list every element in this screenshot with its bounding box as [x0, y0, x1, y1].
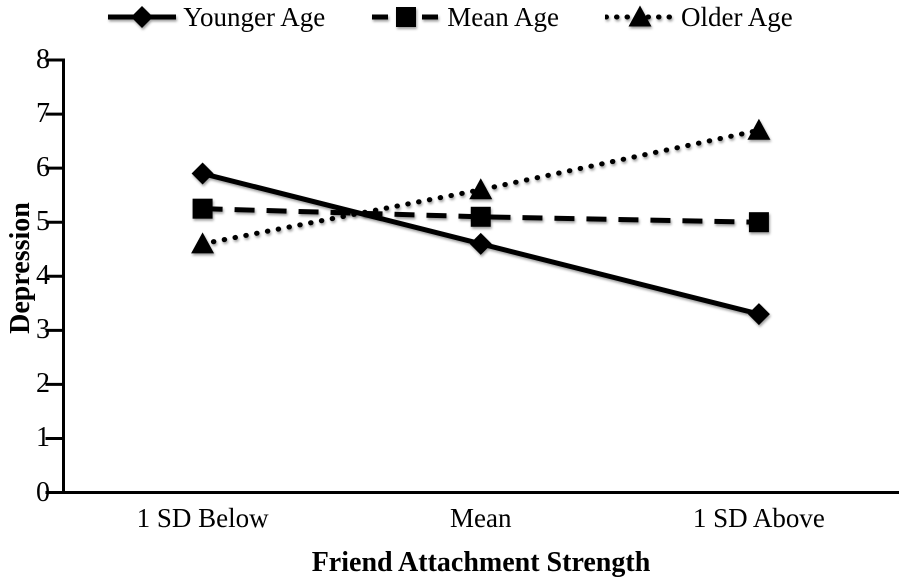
y-tick-label: 2	[36, 368, 50, 400]
marker-square	[192, 198, 213, 219]
series-line	[202, 206, 759, 225]
marker-triangle	[191, 232, 215, 254]
y-tick-label: 1	[36, 422, 50, 454]
y-tick-label: 7	[36, 98, 50, 130]
y-tick-label: 0	[36, 476, 50, 508]
legend-line-sample-younger-age	[108, 6, 177, 28]
marker-diamond	[191, 162, 214, 185]
marker-square	[748, 212, 769, 233]
series-line	[200, 127, 762, 247]
legend-item-mean-age: Mean Age	[371, 2, 559, 32]
chart-legend: Younger Age Mean Age Older Age	[0, 0, 900, 34]
series-mean-age	[192, 198, 769, 233]
marker-diamond	[469, 232, 492, 255]
marker-square	[396, 7, 417, 27]
category-label-1-sd-above: 1 SD Above	[692, 503, 825, 533]
category-label-mean: Mean	[450, 503, 512, 533]
legend-label-older-age: Older Age	[681, 2, 793, 32]
marker-square	[470, 206, 491, 227]
y-tick-label: 4	[36, 260, 50, 292]
y-axis-title: Depression	[5, 202, 36, 334]
legend-label-mean-age: Mean Age	[447, 2, 559, 32]
series-younger-age	[191, 162, 770, 326]
legend-line-sample-older-age	[605, 5, 675, 27]
y-tick-label: 5	[36, 206, 50, 238]
category-label-1-sd-below: 1 SD Below	[136, 503, 269, 533]
marker-triangle	[469, 178, 493, 200]
marker-triangle	[747, 118, 771, 140]
marker-diamond	[131, 6, 154, 28]
marker-triangle	[628, 5, 652, 27]
legend-label-younger-age: Younger Age	[183, 2, 326, 32]
y-tick-label: 8	[36, 44, 50, 75]
y-tick-label: 3	[36, 314, 50, 346]
legend-item-younger-age: Younger Age	[107, 2, 325, 32]
y-tick-label: 6	[36, 152, 50, 184]
marker-diamond	[747, 303, 770, 326]
series-older-age	[191, 118, 771, 254]
axes	[45, 58, 899, 494]
x-axis-title: Friend Attachment Strength	[311, 547, 651, 578]
legend-item-older-age: Older Age	[605, 2, 793, 32]
legend-line-sample-mean-age	[372, 7, 441, 27]
